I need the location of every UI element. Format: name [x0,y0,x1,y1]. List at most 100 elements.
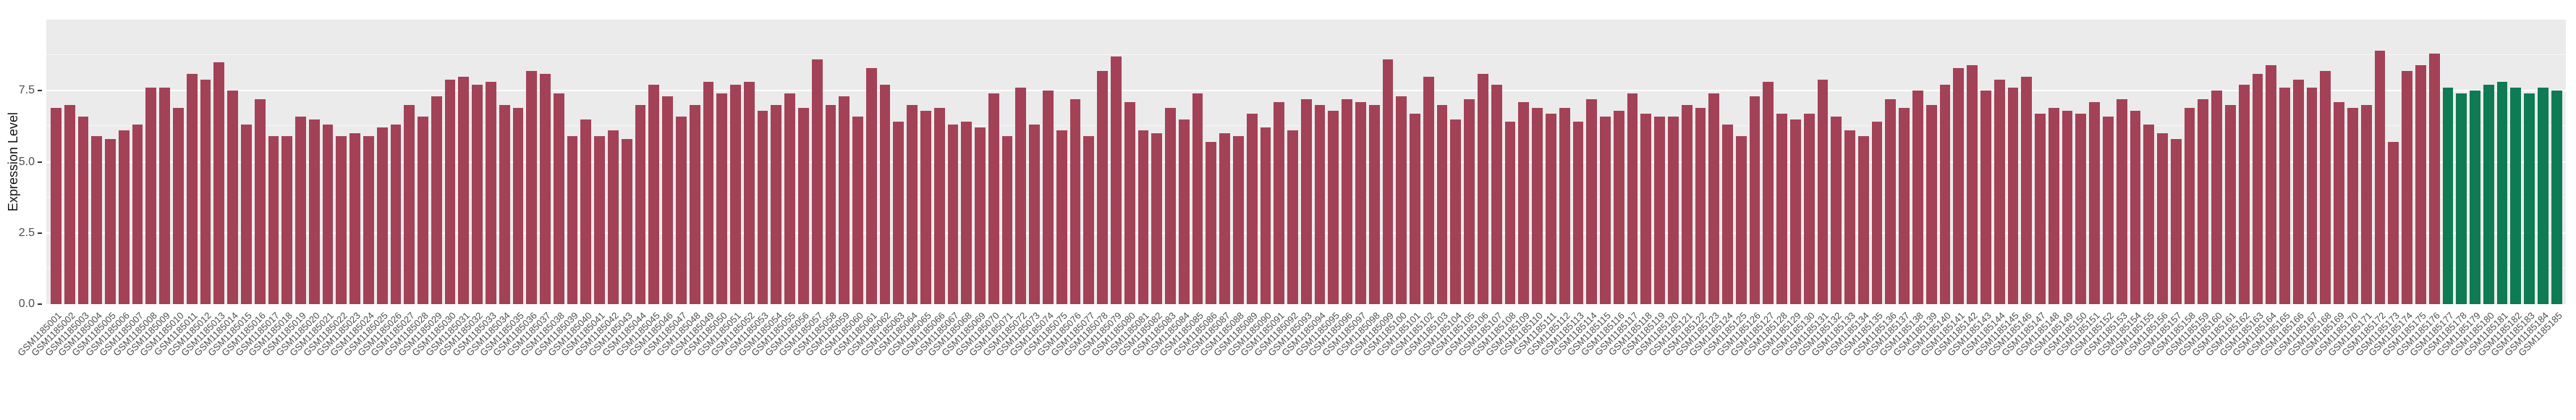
bar [1342,99,1352,304]
bar [2062,110,2073,304]
bar [2225,104,2236,304]
bar [1912,91,1923,304]
bar [1368,104,1380,304]
bar [1151,133,1163,304]
bar [145,88,157,304]
bar [2157,133,2168,304]
bar [91,136,103,304]
bar [1953,67,1965,304]
y-tick-label: 7.5 [18,84,35,97]
bar [1559,107,1570,304]
bar [2524,93,2535,304]
bar [1939,85,1951,304]
bar [947,125,959,304]
bar [730,85,741,304]
bar [1056,130,1067,304]
bar [1790,119,1801,304]
bar [1545,113,1556,304]
bar [1110,56,1122,304]
bar [295,116,306,304]
bar [988,93,999,304]
bar [1586,99,1598,304]
bar [811,59,823,304]
bar [159,88,171,304]
bar [1029,125,1041,304]
bar [458,76,470,304]
bar [2551,91,2562,304]
plot-area [46,20,2566,304]
bar [1885,99,1897,304]
bar [1831,116,1842,304]
bar [227,91,238,304]
bar [2143,125,2155,304]
bar [580,119,592,304]
bar [1124,101,1135,304]
bar [1967,64,1978,304]
bar [662,96,673,304]
bar [2347,107,2358,304]
bar [594,136,606,304]
bar [1015,88,1027,304]
bar [2360,104,2372,304]
bar [2198,99,2209,304]
bar [1667,116,1679,304]
bar [1504,122,1516,304]
bar [390,125,402,304]
bar [2048,107,2059,304]
y-tick-mark [38,303,42,305]
y-axis-ticks: 0.0 2.5 5.0 7.5 [0,20,42,310]
bar [281,136,293,304]
bar [2007,88,2019,304]
gridline-major [46,90,2566,92]
bar [975,127,986,304]
bar [2428,54,2440,304]
bar [512,107,524,304]
bar [499,104,510,304]
bar [1274,101,1285,304]
bar [308,119,320,304]
bar [2279,88,2290,304]
bar [2334,101,2345,304]
bar [404,104,415,304]
bar [1600,116,1611,304]
bar [961,122,973,304]
bar [1681,104,1692,304]
bar [1001,136,1013,304]
bar [1613,110,1624,304]
bar [1532,107,1543,304]
bar [173,107,184,304]
bar [526,70,538,304]
bar [105,139,116,304]
bar [1899,107,1910,304]
plot-wrap [46,20,2566,304]
bar [1640,113,1652,304]
bar [703,82,714,304]
bar [1803,113,1815,304]
bar [2170,139,2182,304]
bar [1817,79,1829,304]
bar [2035,113,2046,304]
bar [621,139,632,304]
bar [1871,122,1883,304]
bar [1763,82,1774,304]
bar [675,116,687,304]
bar [2442,88,2454,304]
bar [2266,64,2277,304]
bar [1722,125,1733,304]
bar [540,73,551,304]
bar [553,93,564,304]
bar [2292,79,2304,304]
bar [1069,99,1081,304]
bar [363,136,374,304]
y-tick-label: 2.5 [18,226,35,239]
bar [2075,113,2087,304]
bar [2306,88,2318,304]
bar [635,104,646,304]
bar [1776,113,1787,304]
bar [2238,85,2250,304]
bar [1572,122,1584,304]
bar [472,85,483,304]
bar [1083,136,1095,304]
bar [1137,130,1149,304]
